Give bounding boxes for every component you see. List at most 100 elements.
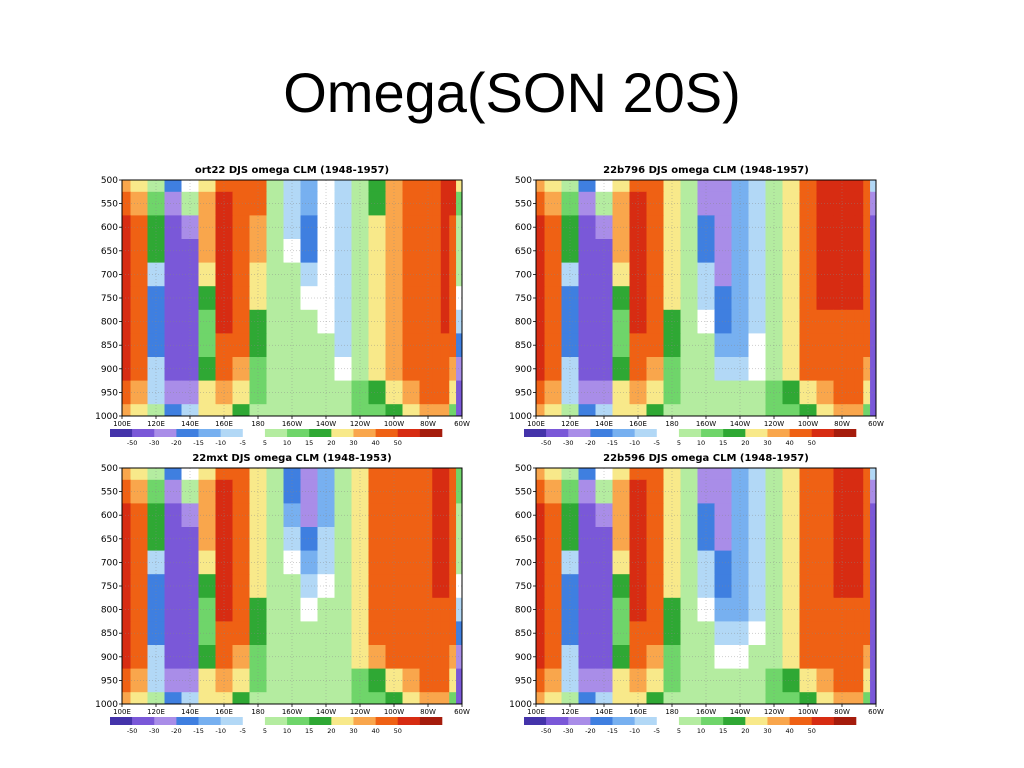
heatmap-cell [854, 380, 864, 405]
heatmap-cell [419, 262, 433, 287]
heatmap-cell [351, 180, 369, 193]
heatmap-cell [833, 404, 847, 417]
heatmap-cell [714, 479, 732, 504]
heatmap-cell [697, 262, 715, 287]
heatmap-cell [449, 468, 457, 481]
heatmap-cell [300, 621, 318, 646]
colorbar-swatch [353, 717, 376, 725]
heatmap-cell [351, 527, 369, 552]
heatmap-cell [232, 597, 250, 622]
heatmap-cell [181, 692, 199, 705]
heatmap-cell [351, 286, 369, 311]
heatmap-cell [122, 180, 131, 193]
heatmap-cell [449, 404, 457, 417]
colorbar-label: 50 [808, 727, 816, 735]
heatmap-cell [629, 239, 647, 264]
colorbar-swatch [678, 429, 702, 437]
colorbar-swatch [375, 429, 399, 437]
heatmap-cell [130, 404, 148, 417]
heatmap-cell [402, 645, 420, 670]
heatmap-cell [646, 527, 664, 552]
heatmap-cell [456, 692, 463, 705]
heatmap-cell [456, 286, 463, 311]
heatmap-cell [846, 180, 856, 193]
colorbar-label: 50 [808, 439, 816, 447]
colorbar-label: 15 [719, 439, 727, 447]
heatmap-cell [449, 215, 457, 240]
heatmap-cell [680, 597, 698, 622]
heatmap-cell [816, 503, 834, 528]
heatmap-cell [731, 180, 749, 193]
heatmap-cell [122, 668, 131, 693]
heatmap-cell [300, 503, 318, 528]
heatmap-cell [697, 309, 715, 334]
heatmap-cell [697, 180, 715, 193]
x-tick-label: 80W [834, 708, 850, 716]
heatmap-cell [870, 645, 877, 670]
heatmap-cell [782, 621, 800, 646]
heatmap-cell [419, 191, 433, 216]
heatmap-cell [714, 527, 732, 552]
heatmap-cell [317, 215, 335, 240]
heatmap-cell [440, 645, 450, 670]
heatmap-cell [181, 262, 199, 287]
heatmap-cell [863, 239, 871, 264]
heatmap-cell [368, 333, 386, 358]
heatmap-cell [697, 503, 715, 528]
heatmap-cell [266, 191, 284, 216]
colorbar-swatch [397, 429, 421, 437]
heatmap-cell [663, 180, 681, 193]
heatmap-cell [130, 574, 148, 599]
heatmap-cell [266, 215, 284, 240]
heatmap-cell [863, 574, 871, 599]
heatmap-cell [731, 597, 749, 622]
heatmap-cell [612, 286, 630, 311]
heatmap-cell [731, 692, 749, 705]
heatmap-cell [833, 668, 847, 693]
heatmap-cell [799, 550, 817, 575]
heatmap-cell [816, 191, 834, 216]
heatmap-cell [440, 574, 450, 599]
heatmap-cell [266, 468, 284, 481]
x-tick-label: 100E [113, 708, 131, 716]
heatmap-cell [544, 191, 562, 216]
heatmap-cell [440, 550, 450, 575]
heatmap-cell [870, 550, 877, 575]
heatmap-cell [449, 574, 457, 599]
heatmap-cell [283, 262, 301, 287]
heatmap-cell [680, 333, 698, 358]
heatmap-cell [130, 527, 148, 552]
heatmap-cell [215, 333, 233, 358]
heatmap-cell [419, 309, 433, 334]
heatmap-cell [863, 668, 871, 693]
heatmap-cell [283, 180, 301, 193]
heatmap-cell [351, 479, 369, 504]
colorbar-label: 40 [785, 727, 793, 735]
heatmap-cell [419, 503, 433, 528]
heatmap-cell [283, 597, 301, 622]
heatmap-cell [181, 215, 199, 240]
heatmap-cell [863, 309, 871, 334]
heatmap-cell [385, 191, 403, 216]
heatmap-cell [266, 550, 284, 575]
y-tick-label: 900 [515, 365, 532, 375]
heatmap-cell [816, 645, 834, 670]
heatmap-cell [385, 503, 403, 528]
heatmap-cell [300, 180, 318, 193]
heatmap-cell [833, 503, 847, 528]
heatmap-cell [816, 309, 834, 334]
heatmap-cell [612, 357, 630, 382]
heatmap-cell [816, 333, 834, 358]
heatmap-cell [697, 191, 715, 216]
heatmap-cell [629, 380, 647, 405]
heatmap-cell [232, 527, 250, 552]
heatmap-cell [456, 215, 463, 240]
heatmap-cell [368, 215, 386, 240]
x-tick-label: 140W [316, 708, 336, 716]
heatmap-cell [697, 215, 715, 240]
heatmap-cell [612, 692, 630, 705]
heatmap-cell [232, 286, 250, 311]
heatmap-cell [561, 527, 579, 552]
heatmap-cell [595, 262, 613, 287]
x-tick-label: 180 [665, 708, 678, 716]
